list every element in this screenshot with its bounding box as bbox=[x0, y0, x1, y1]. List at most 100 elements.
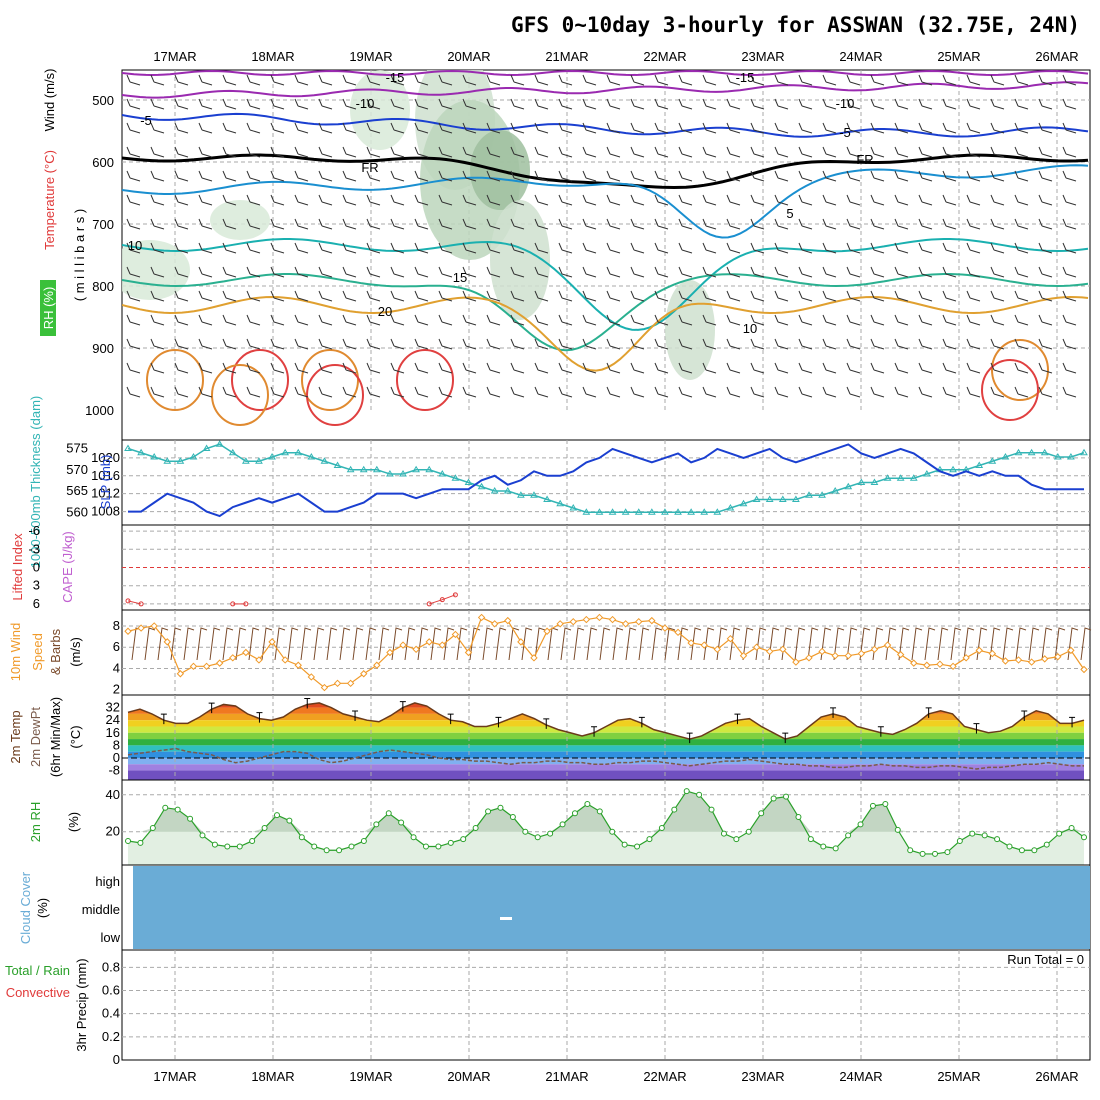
pressure-ticks: 500 600 700 800 900 1000 bbox=[85, 93, 114, 418]
rh2m-point bbox=[807, 836, 814, 843]
wind-barb bbox=[222, 170, 237, 182]
wind10-point bbox=[464, 648, 473, 657]
wind10-barb bbox=[248, 627, 260, 661]
contour-label: 15 bbox=[453, 270, 467, 285]
wind-barb bbox=[390, 146, 405, 158]
thickness-point bbox=[844, 482, 853, 490]
wind-barb bbox=[774, 362, 789, 374]
wind-barb bbox=[414, 146, 429, 158]
wind-barb bbox=[486, 170, 501, 182]
wind-barb bbox=[342, 122, 357, 134]
wind10-barb bbox=[807, 627, 819, 661]
thickness-point bbox=[1040, 448, 1049, 456]
wind-barb bbox=[606, 146, 621, 158]
wind10-point bbox=[779, 645, 787, 654]
rh2m-point bbox=[969, 830, 976, 837]
wind10-barb bbox=[157, 627, 169, 661]
contour-label: FR bbox=[361, 160, 378, 175]
wind-barb bbox=[438, 194, 453, 206]
wind-barb bbox=[174, 386, 189, 398]
wind-barb bbox=[534, 170, 549, 182]
thickness-point bbox=[241, 457, 250, 464]
date-label-bottom: 21MAR bbox=[545, 1069, 588, 1084]
contour-plus5 bbox=[122, 164, 1089, 239]
rh2m-point bbox=[311, 843, 318, 850]
wind-barb bbox=[582, 74, 597, 86]
rh2m-point bbox=[410, 834, 417, 841]
temp-band bbox=[128, 739, 1084, 746]
wind-barb bbox=[678, 146, 693, 158]
wind-barb bbox=[798, 218, 813, 230]
pressure-tick-label: 800 bbox=[92, 279, 114, 294]
upper-ylabel-rh: RH (%) bbox=[41, 287, 56, 330]
wind-barb bbox=[198, 74, 213, 86]
temp-minmax-bar bbox=[973, 723, 980, 734]
wind-barb bbox=[270, 170, 285, 182]
pressure-tick-label: 500 bbox=[92, 93, 114, 108]
wind-barb bbox=[366, 314, 381, 326]
wind-barb bbox=[630, 242, 645, 254]
wind10-barb bbox=[742, 627, 754, 661]
rh-blob bbox=[665, 280, 715, 380]
wind-barb bbox=[174, 74, 189, 86]
lifted-index-point bbox=[452, 592, 458, 598]
wind-barb bbox=[174, 338, 189, 350]
wind-barb bbox=[558, 266, 573, 278]
wind-barb bbox=[198, 242, 213, 254]
wind-barb bbox=[198, 98, 213, 110]
wind-barb bbox=[174, 194, 189, 206]
wind-barb bbox=[654, 74, 669, 86]
wind-barb bbox=[246, 218, 261, 230]
wind-barb bbox=[750, 290, 765, 302]
li-tick-label: 0 bbox=[33, 560, 40, 575]
wind-barb bbox=[342, 362, 357, 374]
wind-barb bbox=[270, 290, 285, 302]
wind10-barb bbox=[612, 627, 624, 661]
wind-barb bbox=[366, 170, 381, 182]
wind10-barb bbox=[690, 627, 702, 661]
wind10-barb bbox=[313, 627, 325, 661]
precip-gridlines bbox=[122, 950, 1090, 1060]
wind-barb bbox=[942, 146, 957, 158]
wind-barb bbox=[462, 146, 477, 158]
wind-barb bbox=[654, 218, 669, 230]
wind-barb bbox=[150, 122, 165, 134]
wind-barb bbox=[798, 314, 813, 326]
wind-barb bbox=[1014, 386, 1029, 398]
rh2m-point bbox=[497, 804, 504, 811]
thickness-point bbox=[634, 508, 643, 515]
wind10-barb bbox=[677, 627, 689, 661]
temp-tick-label: 16 bbox=[106, 725, 120, 740]
wind-barb bbox=[1014, 146, 1029, 158]
thickness-point bbox=[307, 453, 316, 460]
wind-barb bbox=[1014, 266, 1029, 278]
wind-barb bbox=[126, 242, 141, 254]
contour-minus5 bbox=[122, 112, 1089, 138]
date-label-top: 21MAR bbox=[545, 49, 588, 64]
lifted-index-point bbox=[125, 598, 131, 604]
wind-barb bbox=[606, 98, 621, 110]
wind10-barb bbox=[625, 627, 637, 661]
wind-barb bbox=[654, 338, 669, 350]
wind-barb bbox=[822, 98, 837, 110]
rh2m-point bbox=[348, 843, 355, 850]
temp-minmax-bar bbox=[352, 710, 359, 722]
wind10-point bbox=[176, 670, 185, 678]
date-label-top: 22MAR bbox=[643, 49, 686, 64]
thickness-point bbox=[228, 448, 237, 456]
wind-barb bbox=[342, 194, 357, 206]
rh2m-point bbox=[919, 850, 926, 857]
temp-minmax-bar bbox=[208, 702, 215, 714]
wind-barb bbox=[726, 362, 741, 374]
wind10-barb bbox=[1054, 627, 1066, 661]
precip-tick-label: 0 bbox=[113, 1052, 120, 1067]
wind-barb bbox=[246, 362, 261, 374]
rh2m-series bbox=[125, 788, 1087, 865]
thickness-point bbox=[530, 491, 538, 498]
wind-barb bbox=[342, 74, 357, 86]
wind-barb bbox=[510, 266, 525, 278]
wind10-barb bbox=[729, 627, 741, 661]
rh2m-point bbox=[869, 802, 876, 809]
wind10-barb bbox=[404, 627, 416, 661]
